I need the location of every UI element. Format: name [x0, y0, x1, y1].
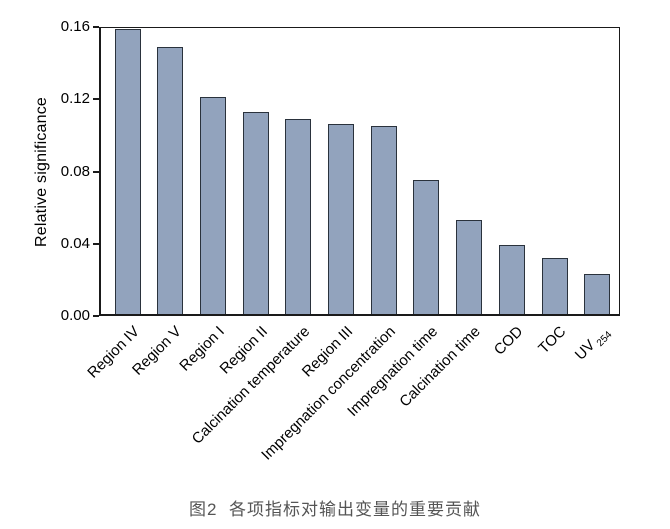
bar-calcination-temperature: [285, 118, 312, 314]
figure-caption: 图2 各项指标对输出变量的重要贡献: [189, 500, 481, 519]
x-category-label-subscript: 254: [592, 329, 615, 351]
x-category-label: COD: [491, 323, 527, 359]
bar-region-v: [157, 46, 184, 314]
bar-uv: [584, 274, 611, 314]
y-tick: [93, 26, 99, 28]
bar-calcination-time: [456, 220, 483, 314]
plot-area: [99, 27, 620, 316]
bar-region-iv: [114, 28, 141, 314]
bar-toc: [541, 258, 568, 314]
bar-region-iii: [328, 124, 354, 314]
y-tick: [93, 170, 99, 173]
bar-region-i: [199, 97, 226, 314]
bar-region-ii: [242, 111, 269, 314]
bar-cod: [498, 245, 525, 314]
y-tick-label: 0.08: [60, 162, 90, 180]
bar-impregnation-time: [413, 180, 440, 314]
x-category-label: Calcination time: [396, 323, 485, 411]
y-tick: [93, 315, 99, 317]
y-tick-label: 0.00: [60, 307, 90, 324]
y-tick-label: 0.12: [60, 90, 90, 108]
x-category-label: TOC: [535, 323, 570, 358]
y-tick-label: 0.16: [60, 18, 90, 35]
x-category-label: UV 254: [571, 329, 615, 364]
bar-impregnation-concentration: [370, 126, 397, 314]
y-tick: [93, 242, 99, 245]
y-tick: [93, 98, 99, 101]
y-tick-label: 0.04: [60, 234, 90, 252]
x-category-label: Region IV: [83, 323, 143, 382]
